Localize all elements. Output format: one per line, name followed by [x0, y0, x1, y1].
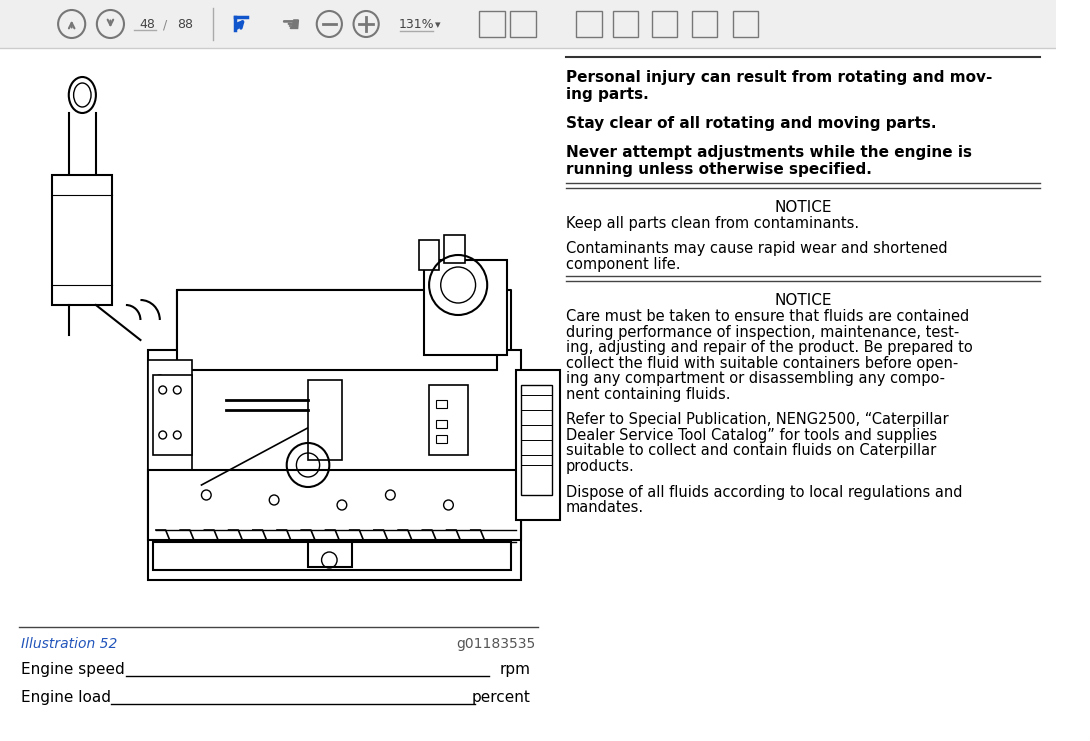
Text: Keep all parts clean from contaminants.: Keep all parts clean from contaminants. — [566, 216, 859, 230]
Text: products.: products. — [566, 459, 634, 474]
FancyBboxPatch shape — [420, 240, 439, 270]
FancyBboxPatch shape — [0, 0, 1056, 48]
FancyBboxPatch shape — [153, 542, 511, 570]
FancyBboxPatch shape — [444, 235, 465, 263]
Text: 88: 88 — [178, 19, 193, 32]
Text: Personal injury can result from rotating and mov-: Personal injury can result from rotating… — [566, 70, 992, 85]
Text: /: / — [162, 19, 167, 32]
FancyBboxPatch shape — [424, 260, 507, 355]
Text: component life.: component life. — [566, 257, 680, 272]
Text: Dispose of all fluids according to local regulations and: Dispose of all fluids according to local… — [566, 485, 962, 499]
Text: 48: 48 — [140, 19, 155, 32]
Text: Care must be taken to ensure that fluids are contained: Care must be taken to ensure that fluids… — [566, 310, 969, 325]
FancyBboxPatch shape — [436, 400, 448, 408]
Text: ing any compartment or disassembling any compo-: ing any compartment or disassembling any… — [566, 371, 945, 386]
Text: mandates.: mandates. — [566, 500, 644, 515]
Text: nent containing fluids.: nent containing fluids. — [566, 387, 730, 402]
Text: Engine load: Engine load — [22, 690, 111, 705]
FancyBboxPatch shape — [0, 0, 1056, 741]
Text: NOTICE: NOTICE — [774, 293, 832, 308]
Text: running unless otherwise specified.: running unless otherwise specified. — [566, 162, 872, 177]
Text: Stay clear of all rotating and moving parts.: Stay clear of all rotating and moving pa… — [566, 116, 936, 131]
Text: suitable to collect and contain fluids on Caterpillar: suitable to collect and contain fluids o… — [566, 443, 936, 459]
FancyBboxPatch shape — [153, 375, 192, 455]
FancyBboxPatch shape — [517, 370, 560, 520]
Text: Refer to Special Publication, NENG2500, “Caterpillar: Refer to Special Publication, NENG2500, … — [566, 413, 948, 428]
Text: Never attempt adjustments while the engine is: Never attempt adjustments while the engi… — [566, 144, 971, 160]
FancyBboxPatch shape — [429, 385, 468, 455]
Text: collect the fluid with suitable containers before open-: collect the fluid with suitable containe… — [566, 356, 958, 371]
FancyBboxPatch shape — [308, 380, 342, 460]
Text: Engine speed: Engine speed — [22, 662, 125, 677]
FancyBboxPatch shape — [178, 290, 497, 370]
Text: ▾: ▾ — [435, 20, 440, 30]
FancyBboxPatch shape — [148, 360, 192, 470]
FancyBboxPatch shape — [436, 435, 448, 443]
FancyBboxPatch shape — [148, 350, 521, 580]
FancyBboxPatch shape — [436, 420, 448, 428]
Text: Contaminants may cause rapid wear and shortened: Contaminants may cause rapid wear and sh… — [566, 242, 947, 256]
FancyBboxPatch shape — [52, 175, 112, 305]
Text: ☚: ☚ — [280, 16, 301, 36]
FancyBboxPatch shape — [148, 470, 521, 540]
Text: rpm: rpm — [500, 662, 531, 677]
Text: g01183535: g01183535 — [457, 637, 535, 651]
Text: percent: percent — [472, 690, 531, 705]
Text: NOTICE: NOTICE — [774, 200, 832, 215]
Text: ing parts.: ing parts. — [566, 87, 649, 102]
Text: Illustration 52: Illustration 52 — [22, 637, 118, 651]
Text: 131%: 131% — [399, 19, 434, 32]
Text: ing, adjusting and repair of the product. Be prepared to: ing, adjusting and repair of the product… — [566, 340, 972, 356]
FancyBboxPatch shape — [521, 385, 553, 495]
FancyBboxPatch shape — [308, 542, 352, 567]
Text: Dealer Service Tool Catalog” for tools and supplies: Dealer Service Tool Catalog” for tools a… — [566, 428, 936, 443]
Text: during performance of inspection, maintenance, test-: during performance of inspection, mainte… — [566, 325, 959, 340]
